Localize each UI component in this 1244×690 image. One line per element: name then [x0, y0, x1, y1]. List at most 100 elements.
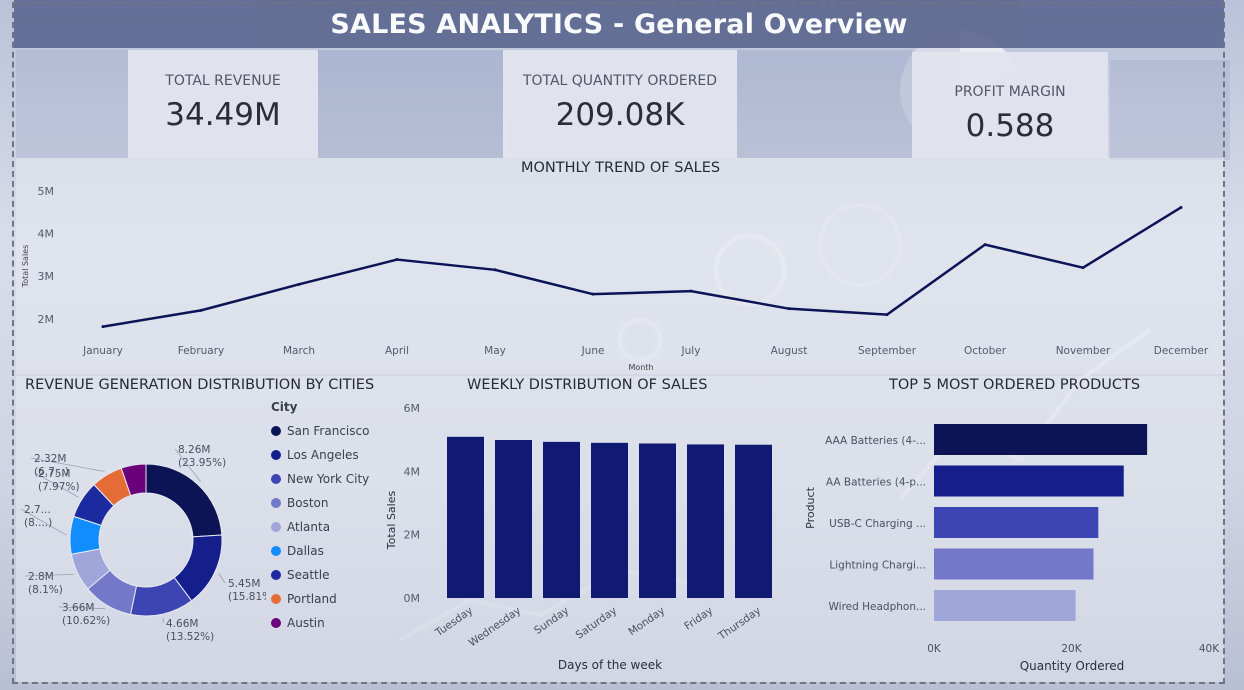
- data-label: 3.66M (10.62%): [62, 602, 110, 627]
- leader-line: [58, 606, 105, 610]
- x-tick-label: Thursday: [716, 605, 764, 643]
- x-tick-label: Wednesday: [467, 605, 524, 650]
- x-tick-label: November: [1056, 345, 1111, 357]
- y-tick-label: 3M: [38, 270, 55, 283]
- data-point: [1179, 205, 1183, 209]
- kpi-value: 34.49M: [165, 97, 281, 133]
- legend-item[interactable]: Portland: [271, 587, 369, 611]
- legend-label: Dallas: [287, 544, 324, 558]
- product-label: AAA Batteries (4-...: [825, 435, 926, 447]
- x-tick-label: July: [681, 345, 701, 357]
- data-point: [885, 313, 889, 317]
- x-tick-label: Sunday: [532, 605, 571, 637]
- legend-swatch: [271, 546, 281, 556]
- data-point: [199, 308, 203, 312]
- data-point: [297, 282, 301, 286]
- products-title: TOP 5 MOST ORDERED PRODUCTS: [889, 377, 1141, 393]
- x-tick-label: 0K: [927, 643, 942, 655]
- legend-swatch: [271, 618, 281, 628]
- data-point: [787, 307, 791, 311]
- y-tick-label: 0M: [404, 592, 421, 605]
- data-point: [395, 258, 399, 262]
- y-tick-label: 4M: [38, 228, 55, 241]
- x-tick-label: June: [581, 345, 605, 357]
- data-label: 2.32M (6.7...): [34, 453, 69, 478]
- data-point: [1081, 266, 1085, 270]
- x-tick-label: May: [484, 345, 506, 357]
- data-point: [689, 289, 693, 293]
- kpi-total-quantity[interactable]: TOTAL QUANTITY ORDERED 209.08K: [503, 50, 737, 158]
- bar-sunday: [543, 441, 580, 598]
- leader-line: [34, 472, 79, 498]
- monthly-trend-chart[interactable]: 2M 3M 4M 5M Total Sales January February March A…: [16, 178, 1224, 374]
- top-products-chart[interactable]: Product AAA Batteries (4-... AA Batteries …: [796, 395, 1224, 685]
- product-label: AA Batteries (4-p...: [826, 477, 926, 489]
- legend-item[interactable]: Atlanta: [271, 515, 369, 539]
- sales-trend-line: [102, 206, 1182, 328]
- x-tick-label: Tuesday: [433, 605, 476, 640]
- data-label: 2.75M (7.97%): [38, 468, 80, 493]
- kpi-label: TOTAL QUANTITY ORDERED: [522, 73, 718, 89]
- legend-swatch: [271, 450, 281, 460]
- kpi-label: TOTAL REVENUE: [165, 73, 281, 89]
- leader-line: [20, 508, 67, 536]
- legend-item[interactable]: Austin: [271, 611, 369, 635]
- donut-slice-austin: [120, 463, 147, 497]
- leader-line: [24, 573, 74, 577]
- legend-item[interactable]: Seattle: [271, 563, 369, 587]
- product-bar: [934, 507, 1099, 538]
- legend-label: Portland: [287, 592, 337, 606]
- x-tick-label: 40K: [1199, 643, 1220, 655]
- x-tick-label: September: [858, 345, 917, 357]
- legend-swatch: [271, 594, 281, 604]
- legend-swatch: [271, 570, 281, 580]
- x-tick-label: August: [771, 345, 808, 357]
- leader-line: [30, 457, 105, 472]
- data-point: [101, 325, 105, 329]
- product-bar: [934, 590, 1076, 621]
- y-axis-label: Total Sales: [21, 245, 30, 289]
- y-axis-label: Total Sales: [385, 491, 398, 551]
- x-axis-label: Days of the week: [558, 658, 662, 672]
- y-tick-label: 2M: [38, 313, 55, 326]
- x-tick-label: December: [1154, 345, 1209, 357]
- x-tick-label: Saturday: [574, 605, 620, 642]
- legend-label: Atlanta: [287, 520, 331, 534]
- data-point: [591, 292, 595, 296]
- x-tick-label: February: [178, 345, 225, 357]
- kpi-label: PROFIT MARGIN: [954, 84, 1066, 100]
- legend-title: City: [271, 400, 298, 414]
- legend-item[interactable]: Dallas: [271, 539, 369, 563]
- legend-item[interactable]: Los Angeles: [271, 443, 369, 467]
- kpi-profit-margin[interactable]: PROFIT MARGIN 0.588: [912, 52, 1108, 158]
- x-axis-label: Month: [628, 363, 653, 372]
- cities-legend: City San Francisco Los Angeles New York Ci…: [271, 400, 369, 635]
- x-tick-label: Monday: [626, 605, 667, 639]
- kpi-total-revenue[interactable]: TOTAL REVENUE 34.49M: [128, 50, 318, 158]
- data-label: 8.26M (23.95%): [178, 444, 226, 469]
- product-bar: [934, 424, 1148, 455]
- y-axis-label: Product: [804, 486, 817, 528]
- cities-donut-chart[interactable]: 8.26M(23.95%) 5.45M(15.81%) 4.66M(13.52%) 3…: [16, 395, 266, 680]
- legend-item[interactable]: San Francisco: [271, 419, 369, 443]
- leader-line: [174, 448, 201, 482]
- monthly-trend-title: MONTHLY TREND OF SALES: [521, 160, 721, 176]
- legend-label: New York City: [287, 472, 370, 486]
- product-bar: [934, 548, 1094, 580]
- y-tick-label: 2M: [404, 529, 421, 542]
- legend-item[interactable]: New York City: [271, 467, 369, 491]
- x-tick-label: January: [82, 345, 123, 357]
- legend-item[interactable]: Boston: [271, 491, 369, 515]
- kpi-value: 209.08K: [555, 97, 685, 133]
- product-label: USB-C Charging ...: [829, 518, 926, 530]
- x-tick-label: Friday: [682, 605, 715, 633]
- legend-swatch: [271, 498, 281, 508]
- data-label: 2.8M (8.1%): [28, 571, 63, 596]
- x-axis-label: Quantity Ordered: [1020, 659, 1125, 673]
- legend-label: Los Angeles: [287, 448, 359, 462]
- bar-tuesday: [447, 436, 484, 598]
- product-label: Wired Headphon...: [829, 601, 926, 613]
- y-tick-label: 4M: [404, 465, 421, 478]
- y-tick-label: 5M: [38, 185, 55, 198]
